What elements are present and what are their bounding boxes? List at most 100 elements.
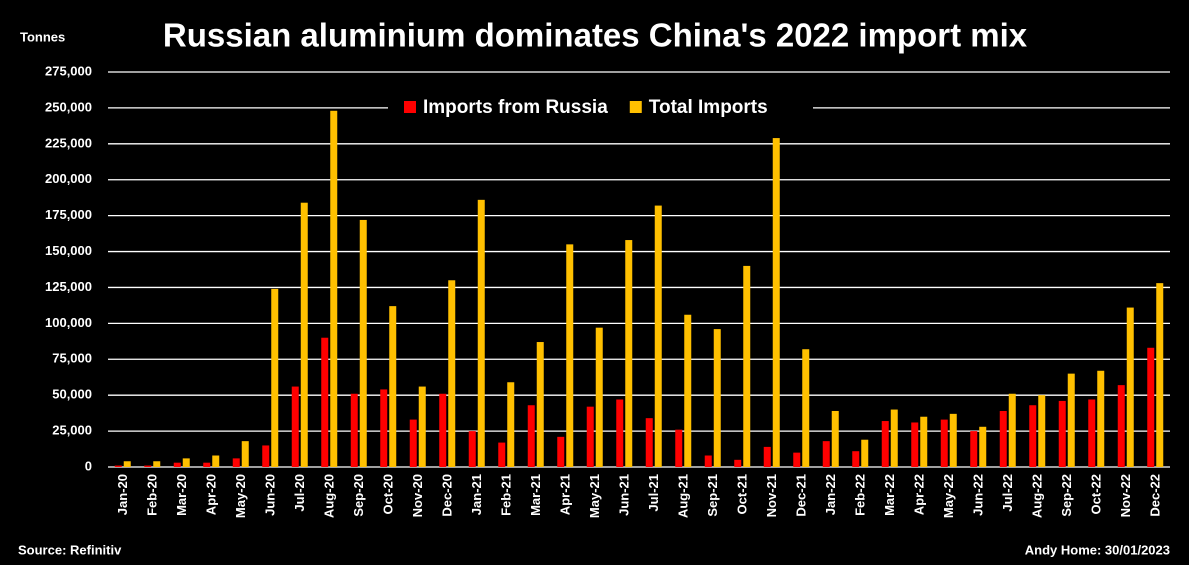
bar <box>114 465 122 467</box>
bar <box>595 327 603 467</box>
legend-swatch <box>629 101 642 113</box>
y-tick-label: 225,000 <box>45 135 92 150</box>
bar <box>1147 347 1155 467</box>
bar <box>645 418 653 467</box>
x-tick-label: Sep-22 <box>1059 474 1074 517</box>
bar <box>772 138 780 467</box>
bar <box>409 419 417 467</box>
plot: 0 25,000 50,000 75,000 100,000 125,000 150,000… <box>45 63 1170 518</box>
bar <box>822 441 830 467</box>
bar <box>350 393 358 467</box>
bar <box>527 405 535 467</box>
bar <box>743 265 751 467</box>
x-tick-label: Aug-20 <box>322 474 337 518</box>
bar <box>654 205 662 467</box>
bar <box>713 329 721 467</box>
y-tick-label: 50,000 <box>52 387 92 402</box>
bar <box>704 455 712 467</box>
bar <box>536 342 544 467</box>
x-tick-label: May-20 <box>233 474 248 518</box>
bar <box>507 382 515 467</box>
bar <box>1008 393 1016 467</box>
bar <box>616 399 624 467</box>
bar <box>831 410 839 467</box>
bar <box>684 314 692 467</box>
x-tick-label: Mar-21 <box>528 474 543 516</box>
bar <box>477 199 485 467</box>
bar <box>890 409 898 467</box>
bar <box>881 421 889 467</box>
bar <box>1088 399 1096 467</box>
bar <box>1067 373 1075 467</box>
legend-label: Total Imports <box>649 97 768 118</box>
bar <box>675 429 683 467</box>
y-unit-label: Tonnes <box>20 29 65 44</box>
bar <box>861 439 869 467</box>
x-tick-label: May-22 <box>941 474 956 518</box>
x-tick-label: Oct-22 <box>1089 474 1104 514</box>
bar <box>949 413 957 467</box>
x-tick-label: Apr-22 <box>912 474 927 515</box>
x-tick-label: Feb-21 <box>499 474 514 516</box>
x-tick-label: Nov-20 <box>410 474 425 517</box>
bar <box>380 389 388 467</box>
y-tick-label: 25,000 <box>52 423 92 438</box>
bar <box>389 306 397 467</box>
x-tick-label: Oct-21 <box>735 474 750 514</box>
bar <box>262 445 270 467</box>
bar <box>979 426 987 467</box>
x-tick-label: Jul-22 <box>1000 474 1015 512</box>
y-tick-label: 125,000 <box>45 279 92 294</box>
credit: Andy Home: 30/01/2023 <box>1025 542 1170 557</box>
bar <box>498 442 506 467</box>
bar <box>448 280 456 467</box>
bar <box>802 349 810 467</box>
y-tick-label: 150,000 <box>45 243 92 258</box>
x-tick-label: Apr-21 <box>558 474 573 515</box>
bar <box>1117 385 1125 467</box>
y-tick-label: 250,000 <box>45 99 92 114</box>
bar <box>557 436 565 467</box>
x-tick-label: Jul-21 <box>646 474 661 512</box>
bar <box>793 452 801 467</box>
x-tick-label: Apr-20 <box>204 474 219 515</box>
y-tick-label: 100,000 <box>45 315 92 330</box>
x-tick-label: Mar-20 <box>174 474 189 516</box>
bar <box>566 244 574 467</box>
x-tick-label: Feb-20 <box>145 474 160 516</box>
bar <box>212 455 220 467</box>
bar <box>182 458 190 467</box>
source: Source: Refinitiv <box>18 542 122 557</box>
x-tick-label: Dec-22 <box>1148 474 1163 517</box>
bar <box>241 441 249 467</box>
y-tick-label: 175,000 <box>45 207 92 222</box>
x-tick-label: Feb-22 <box>853 474 868 516</box>
chart-title: Russian aluminium dominates China's 2022… <box>163 17 1028 54</box>
legend: Imports from Russia Total Imports <box>388 91 813 123</box>
bar <box>940 419 948 467</box>
legend-background <box>388 91 813 123</box>
bar <box>920 416 928 467</box>
bar <box>625 240 633 467</box>
x-tick-label: Dec-20 <box>440 474 455 517</box>
bar <box>153 461 161 467</box>
x-tick-label: Aug-21 <box>676 474 691 518</box>
bar <box>468 431 476 467</box>
x-tick-label: May-21 <box>587 474 602 518</box>
bar <box>911 422 919 467</box>
bar <box>1126 307 1134 467</box>
x-tick-label: Jul-20 <box>292 474 307 512</box>
bar <box>123 461 131 467</box>
bar <box>999 410 1007 467</box>
bar <box>734 459 742 467</box>
x-tick-label: Sep-20 <box>351 474 366 517</box>
bar <box>970 431 978 467</box>
bar <box>1058 400 1066 467</box>
bar <box>173 462 181 467</box>
x-tick-label: Jan-21 <box>469 474 484 515</box>
bar <box>330 110 338 468</box>
bar <box>439 393 447 467</box>
x-tick-label: Jan-22 <box>823 474 838 515</box>
x-tick-label: Sep-21 <box>705 474 720 517</box>
